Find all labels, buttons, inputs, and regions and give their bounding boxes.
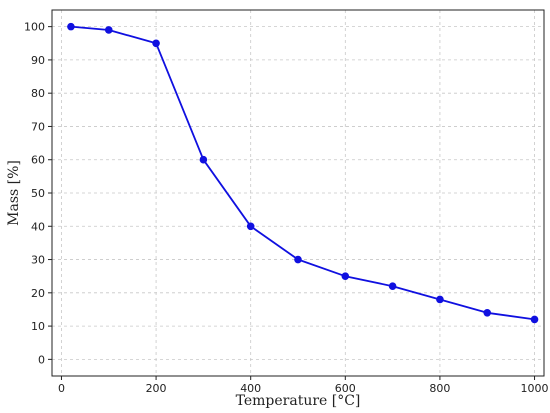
y-tick-label: 90 [31, 54, 45, 67]
data-point [483, 308, 492, 317]
data-point [388, 282, 397, 290]
series-line [70, 25, 535, 321]
y-tick-label: 100 [24, 21, 45, 34]
y-tick-label: 70 [31, 120, 45, 133]
x-tick-label: 400 [240, 382, 261, 395]
data-point [436, 295, 444, 304]
data-point [341, 272, 350, 280]
y-tick-label: 40 [31, 220, 45, 233]
data-point [67, 22, 75, 31]
data-point [246, 222, 255, 231]
x-tick-label: 1000 [521, 382, 549, 395]
x-tick-label: 600 [335, 382, 356, 395]
data-point [152, 39, 160, 48]
y-tick-label: 0 [38, 353, 45, 366]
y-tick-label: 50 [31, 187, 45, 200]
grid [52, 10, 544, 376]
series-layer [67, 22, 539, 324]
x-tick-label: 0 [58, 382, 65, 395]
data-point [530, 315, 539, 324]
x-axis-title: Temperature [°C] [236, 393, 361, 409]
y-axis-title: Mass [%] [6, 160, 22, 226]
y-tick-label: 80 [31, 87, 45, 100]
data-point [199, 155, 208, 164]
y-tick-label: 30 [31, 254, 45, 267]
y-tick-label: 10 [31, 320, 45, 333]
x-tick-label: 800 [429, 382, 450, 395]
y-tick-label: 20 [31, 287, 45, 300]
data-point [294, 255, 302, 264]
data-point [104, 26, 113, 34]
y-tick-label: 60 [31, 154, 45, 167]
x-tick-label: 200 [146, 382, 167, 395]
